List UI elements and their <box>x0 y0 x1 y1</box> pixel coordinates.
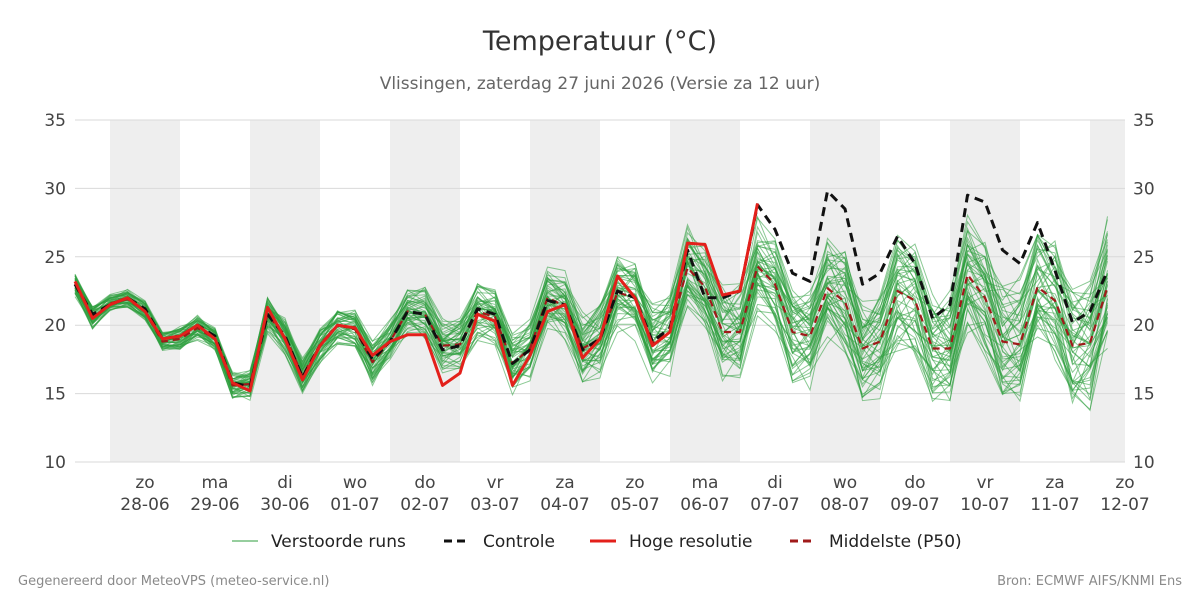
y-tick-left-30: 30 <box>44 179 66 199</box>
footer-source: Bron: ECMWF AIFS/KNMI Ens <box>997 574 1182 589</box>
y-tick-right-35: 35 <box>1133 111 1155 131</box>
x-tick-date-2026-06-28: 28-06 <box>120 495 169 515</box>
main-series <box>73 189 1109 393</box>
x-tick-day-2026-07-07: di <box>767 473 783 493</box>
x-tick-day-2026-06-29: ma <box>202 473 229 493</box>
y-tick-left-10: 10 <box>44 453 66 473</box>
y-tick-left-15: 15 <box>44 385 66 405</box>
y-tick-left-20: 20 <box>44 316 66 336</box>
x-tick-date-2026-07-12: 12-07 <box>1100 495 1149 515</box>
x-tick-day-2026-07-10: vr <box>976 473 993 493</box>
perturbed-run-43 <box>74 268 1108 388</box>
perturbed-run-41 <box>74 238 1108 380</box>
x-tick-day-2026-07-06: ma <box>692 473 719 493</box>
perturbed-runs <box>74 213 1108 412</box>
x-tick-date-2026-07-01: 01-07 <box>330 495 379 515</box>
x-tick-date-2026-07-03: 03-07 <box>470 495 519 515</box>
perturbed-run-42 <box>74 251 1108 387</box>
series-control <box>73 189 1109 389</box>
y-tick-right-10: 10 <box>1133 453 1155 473</box>
shaded-day-2026-06-30 <box>250 120 320 462</box>
perturbed-run-39 <box>74 230 1108 383</box>
x-tick-date-2026-07-11: 11-07 <box>1030 495 1079 515</box>
perturbed-run-15 <box>74 281 1108 403</box>
chart-title: Temperatuur (°C) <box>482 26 717 57</box>
x-tick-date-2026-06-30: 30-06 <box>260 495 309 515</box>
legend-label-2: Controle <box>483 532 555 552</box>
y-tick-right-25: 25 <box>1133 248 1155 268</box>
y-tick-labels: 10 10 15 15 20 20 25 25 30 30 35 35 <box>44 111 1154 473</box>
perturbed-run-35 <box>74 271 1108 402</box>
x-tick-day-2026-07-04: za <box>555 473 574 493</box>
x-tick-date-2026-07-02: 02-07 <box>400 495 449 515</box>
x-tick-day-2026-07-03: vr <box>486 473 503 493</box>
x-tick-day-2026-07-01: wo <box>343 473 367 493</box>
y-tick-right-20: 20 <box>1133 316 1155 336</box>
x-tick-day-2026-07-09: do <box>904 473 925 493</box>
x-tick-day-2026-06-28: zo <box>135 473 154 493</box>
x-tick-day-2026-07-02: do <box>414 473 435 493</box>
x-tick-date-2026-07-05: 05-07 <box>610 495 659 515</box>
legend: Verstoorde runs Controle Hoge resolutie Mid… <box>232 532 962 552</box>
footer-generator: Gegenereerd door MeteoVPS (meteo-service… <box>18 574 329 589</box>
x-tick-day-2026-07-12: zo <box>1115 473 1134 493</box>
legend-label-3: Hoge resolutie <box>629 532 753 552</box>
x-tick-date-2026-07-07: 07-07 <box>750 495 799 515</box>
perturbed-run-23 <box>74 220 1108 378</box>
x-tick-day-2026-06-30: di <box>277 473 293 493</box>
x-tick-date-2026-07-04: 04-07 <box>540 495 589 515</box>
chart-subtitle: Vlissingen, zaterdag 27 juni 2026 (Versi… <box>380 74 821 94</box>
x-tick-labels: zo28-06ma29-06di30-06wo01-07do02-07vr03-… <box>120 473 1149 515</box>
legend-label-1: Verstoorde runs <box>271 532 406 552</box>
series-median <box>74 265 1109 387</box>
shaded-day-2026-07-04 <box>530 120 600 462</box>
x-tick-day-2026-07-08: wo <box>833 473 857 493</box>
shaded-day-2026-06-28 <box>110 120 180 462</box>
y-tick-left-35: 35 <box>44 111 66 131</box>
legend-label-4: Middelste (P50) <box>829 532 962 552</box>
y-tick-left-25: 25 <box>44 248 66 268</box>
x-tick-date-2026-07-09: 09-07 <box>890 495 939 515</box>
x-tick-day-2026-07-11: za <box>1045 473 1064 493</box>
y-tick-right-15: 15 <box>1133 385 1155 405</box>
perturbed-run-40 <box>74 239 1108 386</box>
x-tick-day-2026-07-05: zo <box>625 473 644 493</box>
y-tick-right-30: 30 <box>1133 179 1155 199</box>
x-tick-date-2026-07-08: 08-07 <box>820 495 869 515</box>
perturbed-run-27 <box>74 283 1108 400</box>
x-tick-date-2026-07-10: 10-07 <box>960 495 1009 515</box>
perturbed-run-45 <box>74 246 1108 388</box>
x-tick-date-2026-07-06: 06-07 <box>680 495 729 515</box>
x-tick-date-2026-06-29: 29-06 <box>190 495 239 515</box>
series-hires <box>73 203 759 393</box>
perturbed-run-50 <box>74 270 1108 395</box>
perturbed-run-48 <box>74 226 1108 380</box>
